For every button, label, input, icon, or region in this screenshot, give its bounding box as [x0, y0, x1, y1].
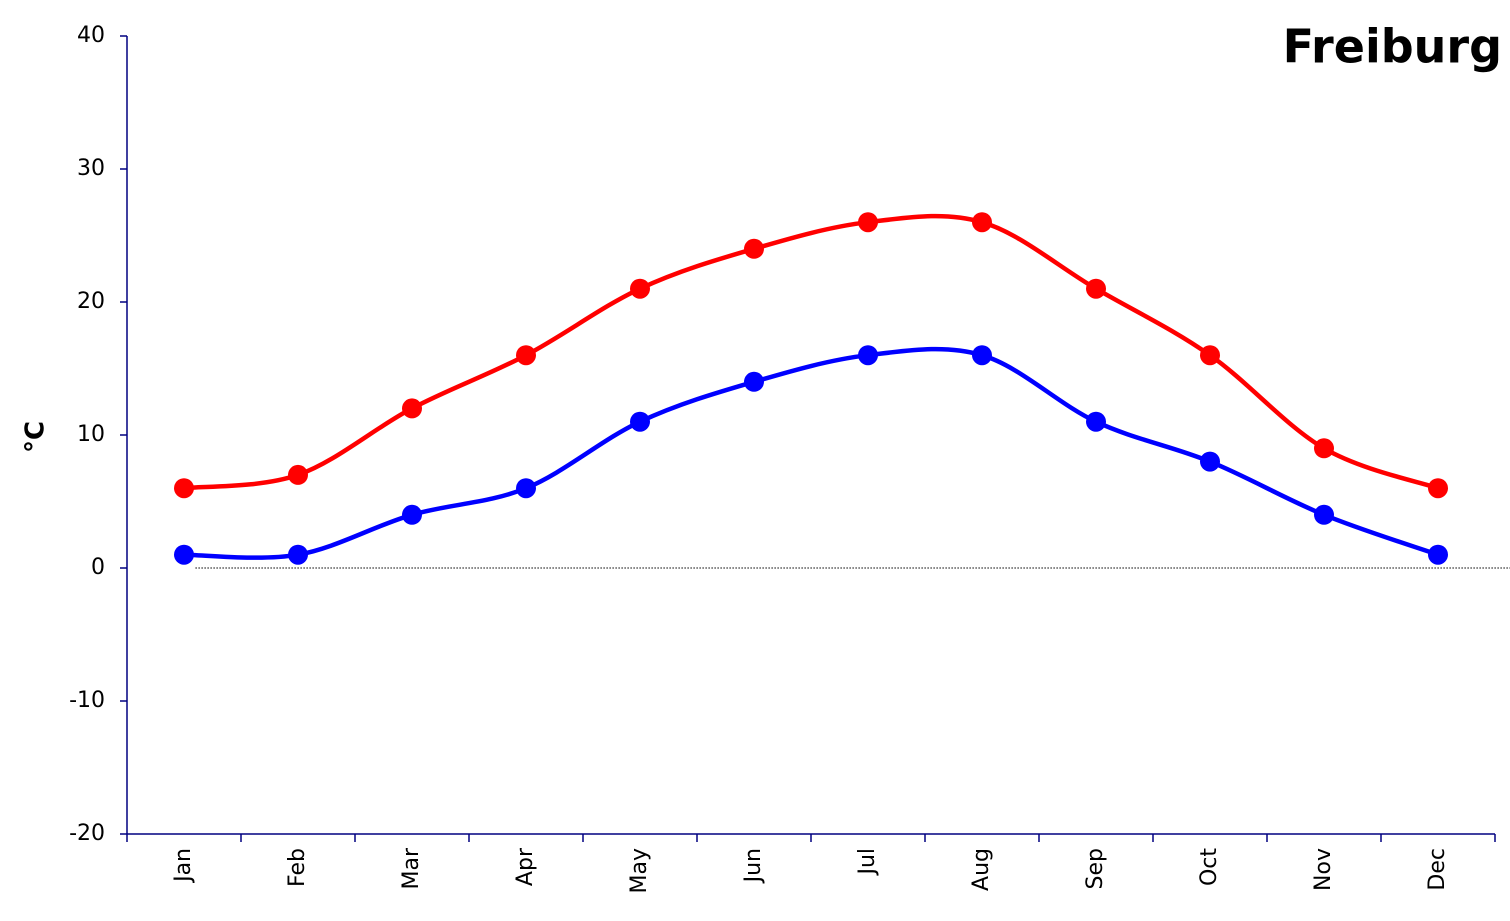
point — [402, 504, 422, 525]
x-tick-label: Oct — [1197, 848, 1222, 886]
point — [288, 464, 308, 485]
point — [516, 478, 536, 499]
x-tick-label: Jan — [171, 848, 196, 884]
point — [972, 212, 992, 233]
y-tick-label: 40 — [77, 23, 105, 48]
x-tick-label: Nov — [1311, 848, 1336, 891]
point — [1086, 278, 1106, 299]
point — [1428, 544, 1448, 565]
point — [1314, 504, 1334, 525]
point — [972, 345, 992, 366]
x-tick-label: May — [627, 848, 652, 893]
x-tick-label: Sep — [1083, 848, 1108, 889]
y-tick-label: 0 — [91, 555, 105, 580]
point — [1200, 345, 1220, 366]
x-tick-label: Jul — [855, 848, 880, 877]
y-tick-label: 20 — [77, 289, 105, 314]
series-line — [183, 213, 1439, 491]
point — [1086, 411, 1106, 432]
y-tick-label: -10 — [69, 688, 105, 713]
y-tick-label: 30 — [77, 156, 105, 181]
y-tick-label: -20 — [69, 821, 105, 846]
point — [1428, 478, 1448, 499]
point — [858, 345, 878, 366]
point — [630, 411, 650, 432]
point — [744, 371, 764, 392]
x-tick-label: Mar — [399, 847, 424, 889]
x-tick-label: Dec — [1425, 848, 1450, 891]
point — [174, 544, 194, 565]
point — [402, 398, 422, 419]
point — [858, 212, 878, 233]
x-tick-label: Apr — [513, 847, 538, 886]
x-tick-label: Aug — [969, 848, 994, 891]
point — [630, 278, 650, 299]
y-axis-label: °C — [21, 421, 51, 453]
point — [174, 478, 194, 499]
chart-title: Freiburg — [1283, 20, 1502, 74]
point — [1200, 451, 1220, 472]
x-tick-label: Feb — [285, 848, 310, 887]
point — [744, 238, 764, 259]
y-tick-label: 10 — [77, 422, 105, 447]
point — [1314, 438, 1334, 459]
point — [288, 544, 308, 565]
x-tick-label: Jun — [741, 848, 766, 884]
series-line — [183, 346, 1439, 560]
point — [516, 345, 536, 366]
